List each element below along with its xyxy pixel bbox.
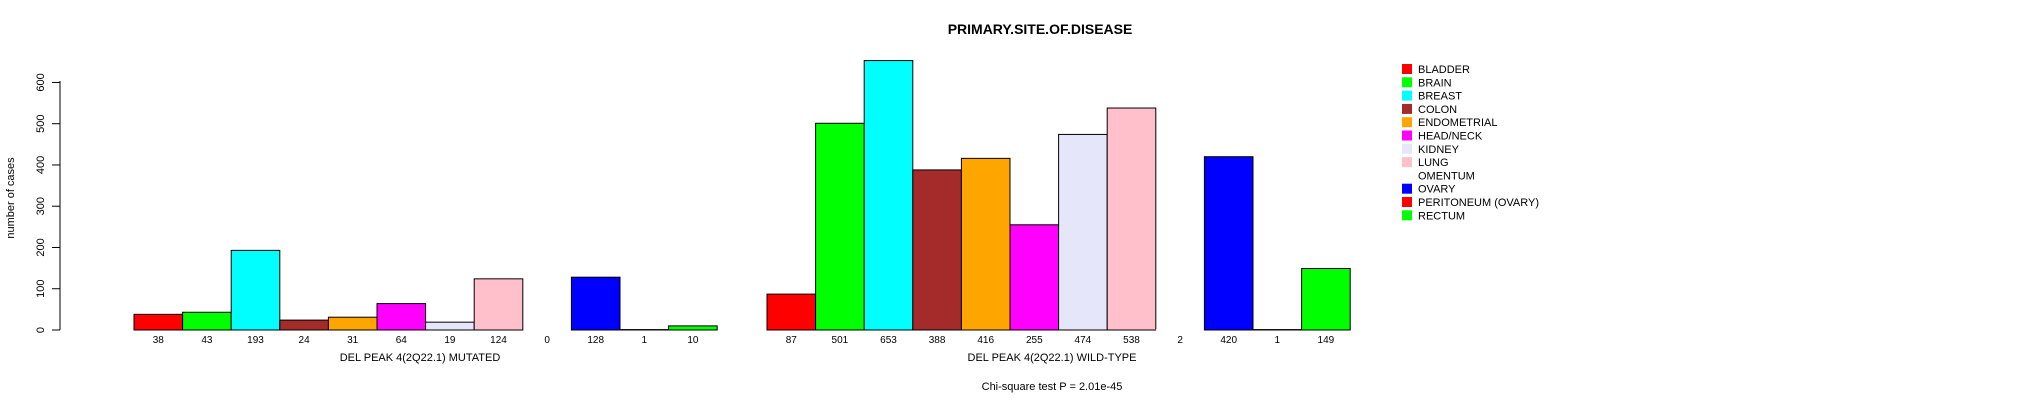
- bars: [133, 60, 1351, 331]
- legend-swatch: [1402, 130, 1412, 141]
- legend-label: KIDNEY: [1418, 144, 1460, 156]
- bar-count-label: 255: [1026, 335, 1043, 346]
- y-tick-label: 200: [35, 238, 47, 256]
- bar-wildtype-breast: [863, 60, 914, 331]
- y-tick-label: 300: [35, 197, 47, 215]
- y-tick-label: 100: [35, 280, 47, 298]
- bar-wildtype-brain: [815, 122, 865, 331]
- bar-mutated-endometrial: [327, 316, 378, 331]
- bar-count-label: 388: [929, 335, 946, 346]
- y-tick-label: 500: [35, 115, 47, 133]
- bar-wildtype-rectum: [1301, 268, 1351, 331]
- bar-count-label: 64: [396, 335, 408, 346]
- bar-wildtype-colon: [912, 169, 962, 331]
- bar-mutated-breast: [230, 249, 281, 331]
- bar-mutated-bladder: [133, 313, 184, 331]
- legend-label: RECTUM: [1418, 210, 1465, 222]
- bar-wildtype-lung: [1106, 107, 1157, 331]
- bar-count-label: 538: [1123, 335, 1140, 346]
- legend-label: HEAD/NECK: [1418, 131, 1483, 143]
- y-tick-label: 0: [35, 327, 47, 333]
- group-label-mutated: DEL PEAK 4(2Q22.1) MUTATED: [340, 352, 501, 364]
- legend-label: OMENTUM: [1418, 170, 1475, 182]
- bar-wildtype-endometrial: [960, 157, 1011, 331]
- legend-label: BLADDER: [1418, 64, 1470, 76]
- legend-swatch: [1402, 90, 1412, 101]
- bar-count-label: 43: [201, 335, 213, 346]
- bar-wildtype-bladder: [766, 293, 817, 331]
- legend-swatch: [1402, 64, 1412, 74]
- bar-count-label: 87: [786, 335, 798, 346]
- bar-mutated-kidney: [425, 321, 475, 331]
- bar-mutated-ovary: [570, 276, 621, 331]
- bar-count-label: 2: [1177, 335, 1183, 346]
- legend-swatch: [1402, 210, 1412, 221]
- bar-count-label: 10: [687, 335, 699, 346]
- bar-count-label: 501: [832, 335, 849, 346]
- legend-label: LUNG: [1418, 157, 1449, 169]
- legend-label: ENDOMETRIAL: [1418, 117, 1497, 129]
- legend-swatch: [1402, 183, 1412, 194]
- legend-label: BRAIN: [1418, 77, 1452, 89]
- bar-mutated-colon: [279, 319, 329, 331]
- bar-count-label: 193: [247, 335, 264, 346]
- bar-count-label: 149: [1318, 335, 1335, 346]
- bar-count-label: 0: [544, 335, 550, 346]
- bar-count-label: 124: [490, 335, 507, 346]
- y-axis: 0 100 200 300 400 500 600 number of cases: [5, 73, 61, 333]
- y-tick-label: 600: [35, 73, 47, 91]
- bar-mutated-head-neck: [376, 303, 427, 331]
- bar-count-label: 1: [642, 335, 648, 346]
- chart-title: PRIMARY.SITE.OF.DISEASE: [948, 21, 1133, 37]
- legend-swatch: [1402, 117, 1412, 128]
- group-label-wildtype: DEL PEAK 4(2Q22.1) WILD-TYPE: [968, 352, 1137, 364]
- bar-mutated-rectum: [668, 325, 718, 331]
- bar-count-label: 474: [1075, 335, 1092, 346]
- bar-mutated-brain: [182, 311, 232, 331]
- legend-swatch: [1402, 143, 1412, 154]
- bar-count-label: 19: [444, 335, 456, 346]
- bar-count-label: 1: [1275, 335, 1281, 346]
- bar-count-label: 38: [153, 335, 165, 346]
- legend-swatch: [1402, 103, 1412, 114]
- bar-count-label: 653: [880, 335, 897, 346]
- bar-count-label: 420: [1220, 335, 1237, 346]
- bar-mutated-lung: [473, 278, 524, 331]
- chi-square-footnote: Chi-square test P = 2.01e-45: [982, 381, 1123, 393]
- bar-count-label: 31: [347, 335, 359, 346]
- legend-swatch: [1402, 197, 1412, 207]
- bar-count-label: 416: [977, 335, 994, 346]
- legend-swatch: [1402, 157, 1412, 168]
- y-ticks: 0 100 200 300 400 500 600: [35, 73, 60, 333]
- bar-wildtype-omentum: [1155, 329, 1205, 330]
- y-axis-label: number of cases: [5, 157, 17, 239]
- bar-wildtype-kidney: [1058, 133, 1108, 331]
- bar-wildtype-ovary: [1203, 156, 1254, 331]
- legend-swatch: [1402, 77, 1412, 88]
- count-labels: 38 43 193 24 31 64 19 124 0 128 1 10 87 501 653 388 416 2…: [153, 335, 1335, 346]
- legend-label: OVARY: [1418, 184, 1456, 196]
- bar-wildtype-head-neck: [1009, 224, 1060, 331]
- bar-count-label: 24: [299, 335, 311, 346]
- legend-label: BREAST: [1418, 91, 1462, 103]
- legend-label: PERITONEUM (OVARY): [1418, 197, 1539, 209]
- legend-label: COLON: [1418, 104, 1457, 116]
- bar-count-label: 128: [587, 335, 604, 346]
- y-tick-label: 400: [35, 156, 47, 174]
